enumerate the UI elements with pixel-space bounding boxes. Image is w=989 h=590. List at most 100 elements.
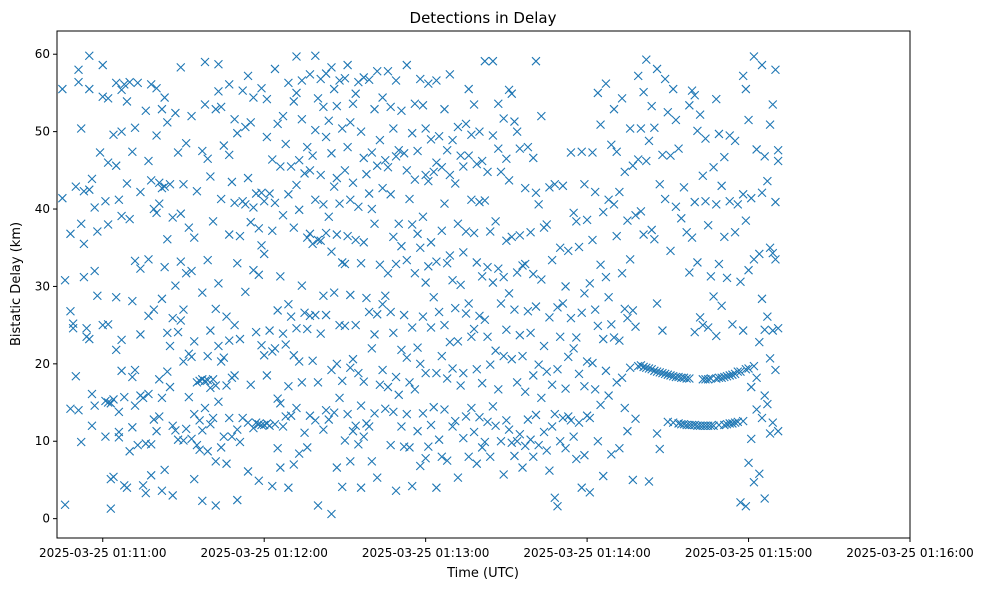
data-point (222, 312, 231, 322)
data-point (746, 382, 756, 392)
data-point (442, 145, 452, 155)
data-point (526, 328, 535, 338)
data-point (410, 384, 420, 394)
data-point (440, 104, 449, 114)
data-point (488, 131, 498, 140)
data-point (375, 135, 385, 145)
data-point (453, 219, 463, 229)
data-point (281, 340, 291, 349)
data-point (119, 80, 129, 89)
data-point (458, 162, 468, 171)
data-point (499, 470, 509, 479)
data-point (719, 232, 729, 242)
data-point (585, 487, 595, 497)
data-point (437, 351, 447, 361)
data-point (493, 144, 503, 154)
data-point (378, 365, 387, 375)
data-point (76, 219, 86, 229)
data-point (383, 162, 393, 172)
data-point (313, 93, 323, 103)
data-point (243, 467, 253, 476)
data-point (415, 74, 425, 84)
data-point (235, 334, 245, 344)
data-point (351, 235, 361, 245)
data-point (472, 159, 482, 169)
data-point (227, 432, 237, 441)
data-point (181, 138, 191, 148)
data-point (90, 401, 100, 411)
data-point (257, 188, 266, 198)
data-point (203, 446, 213, 456)
data-point (580, 381, 589, 391)
data-point (434, 131, 444, 141)
data-point (84, 185, 94, 195)
data-point (122, 483, 132, 493)
x-axis-label: Time (UTC) (446, 566, 519, 581)
data-point (652, 64, 662, 74)
data-point (432, 76, 441, 85)
data-point (249, 93, 258, 102)
data-point (114, 195, 124, 205)
data-point (391, 152, 401, 161)
data-point (313, 378, 323, 387)
data-point (625, 254, 635, 264)
data-point (434, 435, 444, 445)
data-point (300, 428, 309, 438)
data-point (415, 243, 425, 253)
data-point (423, 442, 433, 452)
data-point (84, 334, 94, 344)
data-point (138, 480, 148, 490)
data-point (477, 271, 487, 281)
data-point (752, 405, 762, 414)
data-point (520, 387, 530, 397)
data-point (319, 425, 328, 435)
data-point (730, 136, 740, 146)
data-point (370, 104, 379, 114)
data-point (440, 320, 449, 330)
data-point (612, 231, 622, 241)
data-point (289, 460, 299, 469)
data-point (577, 308, 587, 318)
data-point (582, 357, 592, 366)
data-point (297, 76, 307, 85)
data-point (499, 272, 509, 282)
data-point (240, 199, 250, 209)
data-point (539, 341, 549, 351)
data-point (90, 266, 100, 276)
data-point (523, 142, 533, 152)
data-point (641, 363, 651, 373)
data-point (305, 69, 315, 79)
data-point (744, 115, 753, 125)
data-point (668, 84, 678, 94)
data-point (450, 179, 460, 188)
data-point (332, 230, 342, 239)
data-point (493, 384, 503, 394)
data-point (146, 439, 156, 449)
data-point (79, 239, 89, 249)
data-point (152, 131, 161, 140)
data-point (461, 227, 471, 236)
data-point (437, 226, 447, 236)
data-point (639, 87, 648, 97)
x-tick-label: 2025-03-25 01:12:00 (200, 546, 327, 560)
data-point (402, 255, 412, 265)
data-point (741, 501, 751, 511)
data-point (684, 268, 694, 277)
data-point (351, 421, 361, 431)
data-point (714, 259, 724, 269)
data-point (623, 216, 632, 226)
data-point (284, 189, 293, 199)
data-point (367, 343, 377, 353)
plot-frame (56, 30, 911, 539)
data-point (413, 426, 422, 436)
data-point (493, 264, 503, 274)
data-point (224, 230, 234, 239)
data-point (345, 117, 355, 127)
data-point (773, 156, 783, 166)
data-point (485, 452, 495, 462)
data-point (337, 258, 347, 267)
data-point (512, 436, 522, 446)
data-point (432, 257, 441, 267)
data-point (214, 278, 223, 288)
